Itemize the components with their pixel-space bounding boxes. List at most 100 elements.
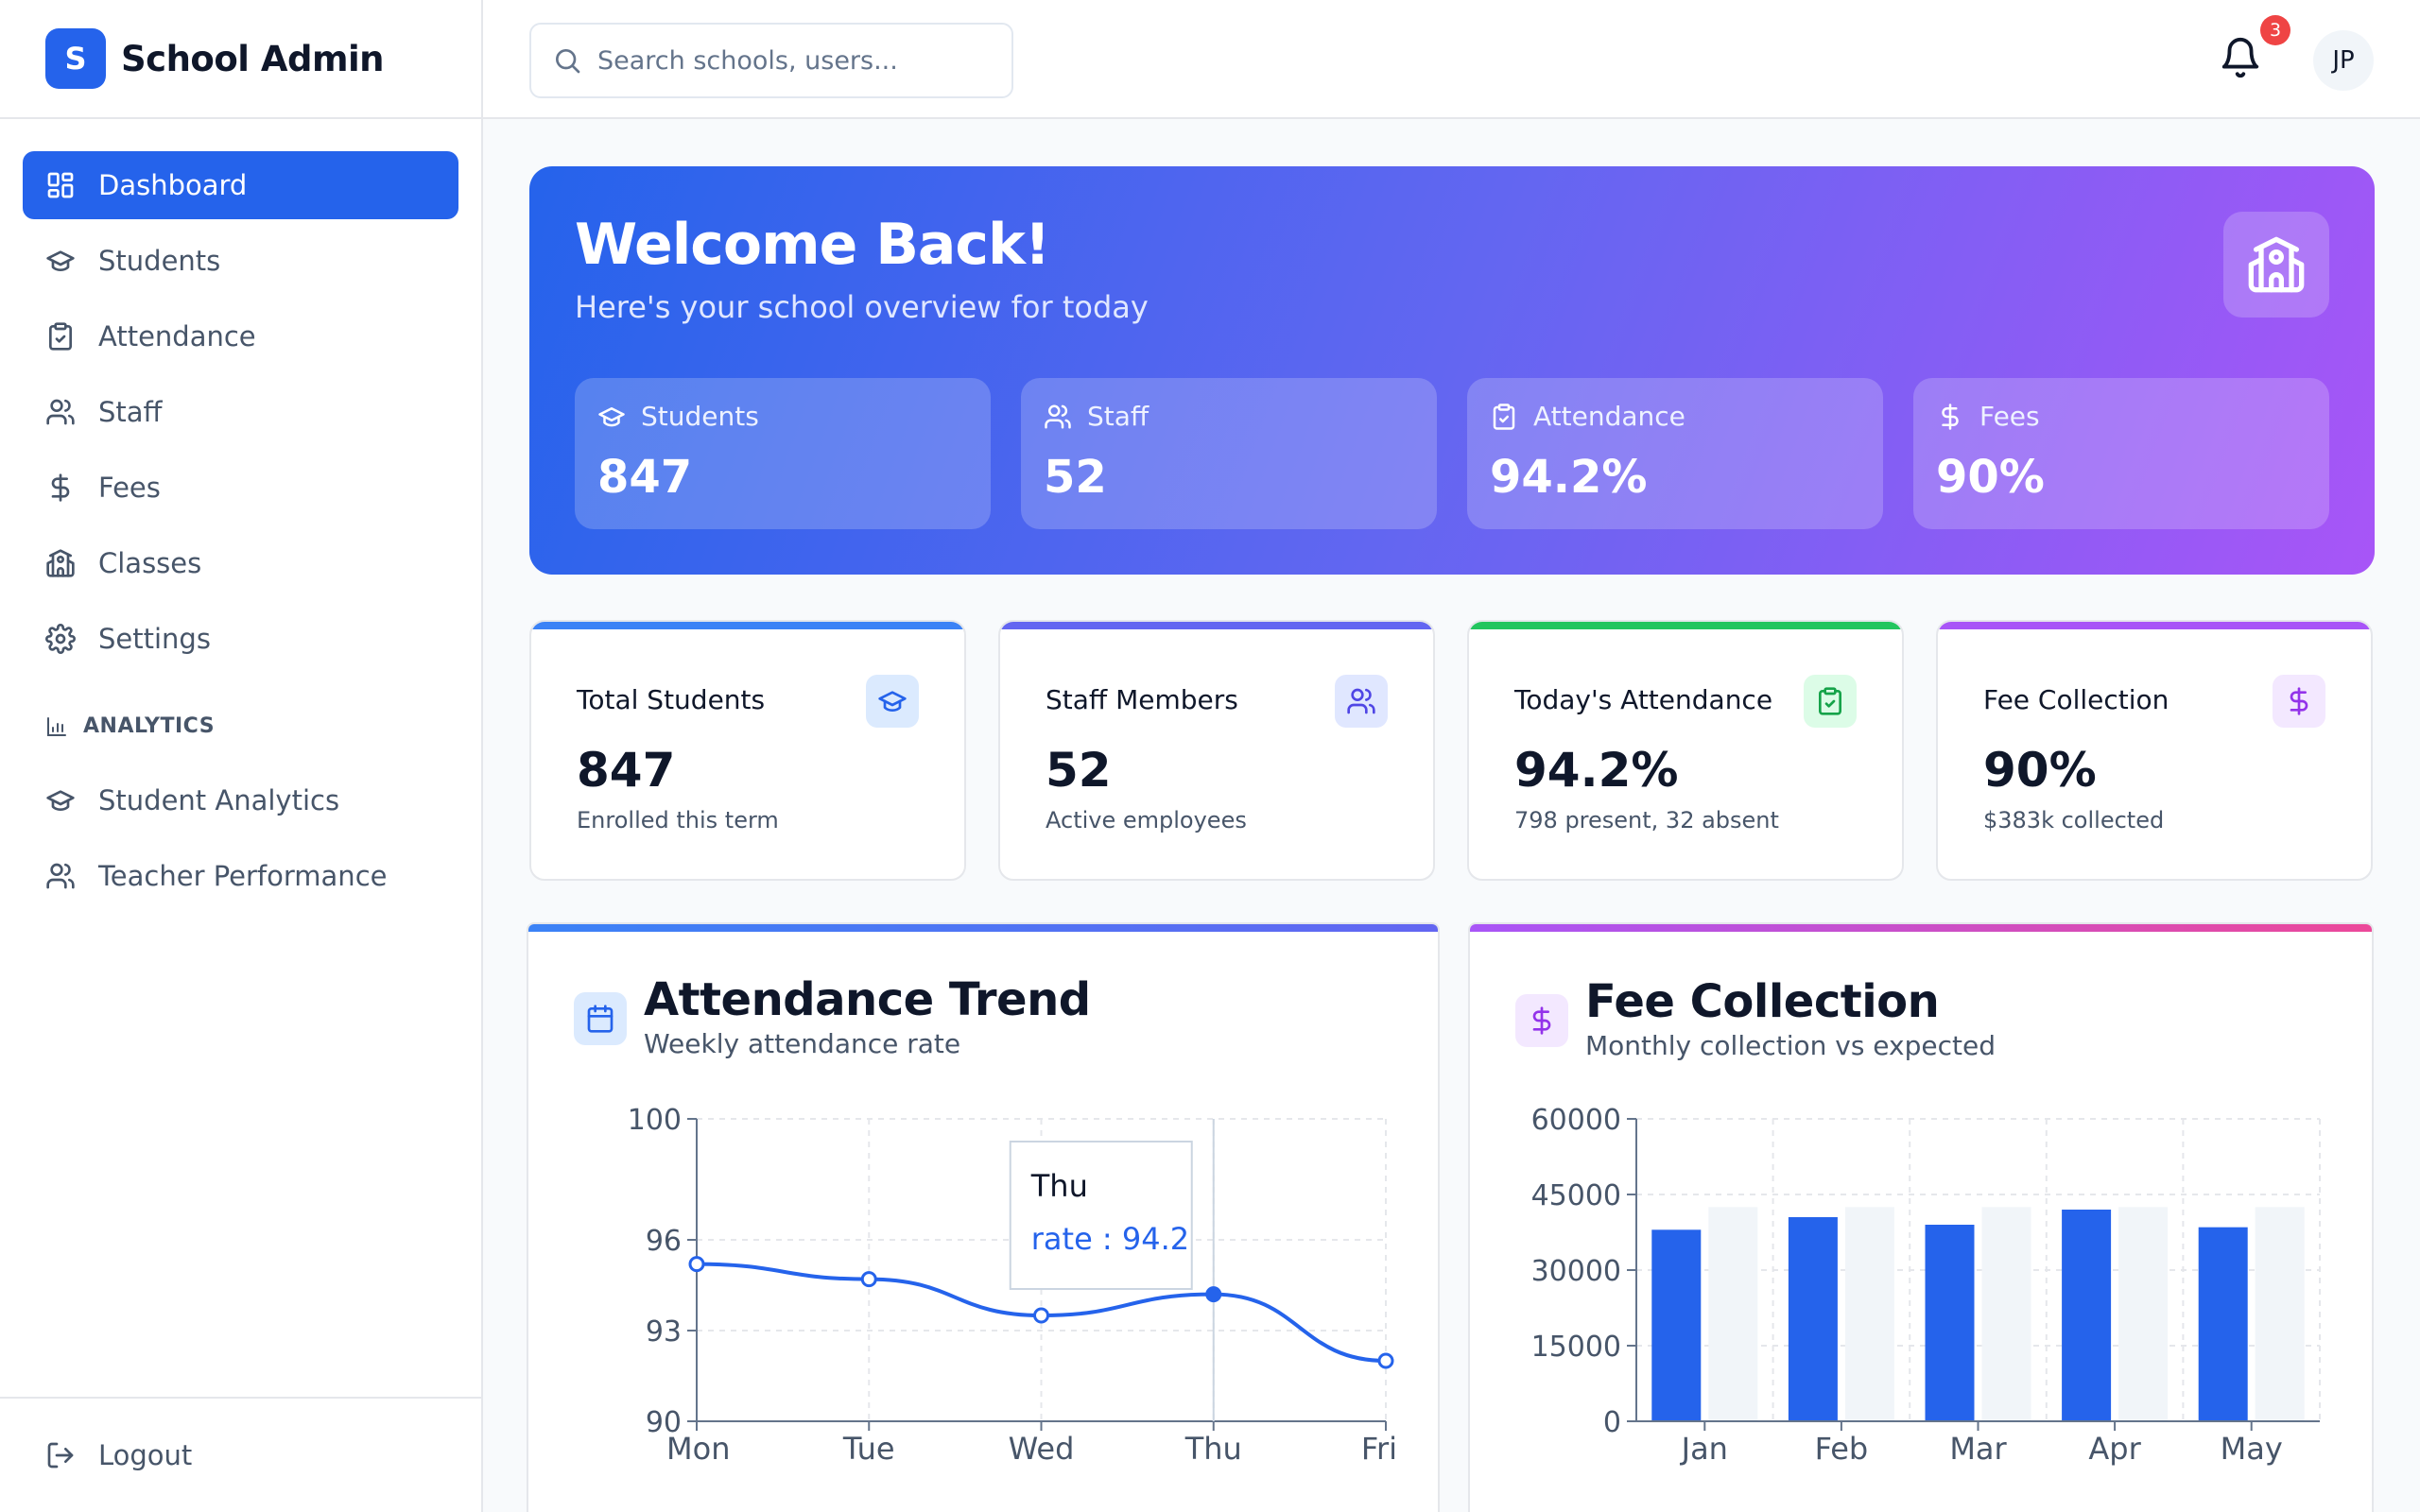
gear-icon [45,624,76,654]
bar [2062,1210,2112,1421]
hero-stats: Students 847 Staff 52 Attendance 94.2% F… [575,378,2329,529]
x-tick-label: Feb [1815,1431,1869,1467]
bar-chart-icon [45,715,68,738]
school-icon [2246,234,2307,295]
data-point [860,1271,877,1288]
bar [2198,1227,2248,1421]
analytics-section-heading: ANALYTICS [23,714,458,738]
graduation-cap-icon [45,785,76,816]
users-icon [1346,686,1376,716]
y-tick-label: 100 [628,1104,682,1137]
logout-icon [45,1440,76,1470]
bar [2118,1207,2169,1421]
hero-stat-fees: Fees 90% [1913,378,2329,529]
sidebar-item-student-analytics[interactable]: Student Analytics [23,766,458,834]
data-point [1033,1307,1049,1324]
x-tick-label: Mon [666,1431,730,1467]
sidebar-item-classes[interactable]: Classes [23,529,458,597]
sidebar-nav: Dashboard Students Attendance Staff Fees… [0,119,481,910]
attendance-line-chart[interactable]: 90 93 96 100 Mon Tue Wed Thu Fri Thu rate : 94.2 [528,924,1440,1512]
hero-stat-label: Staff [1087,401,1150,432]
x-tick-label: Jan [1680,1431,1728,1467]
bar [2255,1207,2305,1421]
data-point [688,1256,705,1273]
panel-title: Fee Collection [1585,975,1940,1028]
card-subtitle: Active employees [1046,807,1247,833]
graduation-cap-icon [877,686,908,716]
avatar[interactable]: JP [2313,30,2374,91]
section-heading-label: ANALYTICS [83,714,216,738]
hero-stat-attendance: Attendance 94.2% [1467,378,1883,529]
clipboard-check-icon [1490,403,1518,431]
stat-card-todays-attendance: Today's Attendance 94.2% 798 present, 32… [1467,620,1904,881]
bar [1844,1207,1894,1421]
sidebar-item-students[interactable]: Students [23,227,458,295]
hero-stat-staff: Staff 52 [1021,378,1437,529]
welcome-subtitle: Here's your school overview for today [575,289,1149,325]
clipboard-check-icon [1815,686,1845,716]
brand[interactable]: S School Admin [0,0,481,119]
tooltip-category: Thu [1030,1168,1088,1204]
dollar-icon-box [1515,994,1568,1047]
card-title: Total Students [577,684,766,715]
attendance-trend-panel: Attendance Trend Weekly attendance rate … [527,922,1440,1512]
card-subtitle: 798 present, 32 absent [1514,807,1779,833]
panel-title: Attendance Trend [644,973,1091,1026]
hero-stat-label: Fees [1979,401,2040,432]
dollar-icon [2284,686,2314,716]
bar [1788,1217,1838,1421]
y-tick-label: 15000 [1531,1331,1621,1364]
panel-subtitle: Monthly collection vs expected [1585,1030,1996,1061]
school-icon-box [2223,212,2329,318]
y-tick-label: 45000 [1531,1179,1621,1212]
search-input[interactable] [597,45,994,76]
logout-button[interactable]: Logout [23,1421,458,1489]
sidebar-item-label: Fees [98,472,161,504]
sidebar-item-staff[interactable]: Staff [23,378,458,446]
card-value: 52 [1046,743,1112,798]
search-box[interactable] [529,23,1013,98]
data-point [1377,1352,1394,1369]
sidebar-item-dashboard[interactable]: Dashboard [23,151,458,219]
x-tick-label: Wed [1009,1431,1075,1467]
graduation-cap-icon [45,246,76,276]
y-tick-label: 60000 [1531,1104,1621,1137]
stat-card-total-students: Total Students 847 Enrolled this term [529,620,966,881]
stat-card-fee-collection: Fee Collection 90% $383k collected [1936,620,2373,881]
sidebar-item-settings[interactable]: Settings [23,605,458,673]
fee-collection-panel: Fee Collection Monthly collection vs exp… [1468,922,2374,1512]
sidebar-item-attendance[interactable]: Attendance [23,302,458,370]
users-icon [45,397,76,427]
hero-stat-value: 847 [597,451,693,504]
card-icon-box [2273,675,2325,728]
x-tick-label: Thu [1184,1431,1242,1467]
y-tick-label: 30000 [1531,1255,1621,1288]
card-title: Today's Attendance [1514,684,1773,715]
top-header: 3 JP [483,0,2420,119]
y-tick-label: 90 [646,1406,682,1439]
card-icon-box [866,675,919,728]
card-value: 847 [577,743,676,798]
x-tick-label: Tue [842,1431,895,1467]
clipboard-check-icon [45,321,76,352]
hero-stat-students: Students 847 [575,378,991,529]
hero-stat-value: 52 [1044,451,1107,504]
sidebar-item-label: Settings [98,623,211,655]
dashboard-icon [45,170,76,200]
card-subtitle: $383k collected [1983,807,2165,833]
brand-logo: S [45,28,106,89]
sidebar-item-label: Staff [98,396,163,428]
panel-subtitle: Weekly attendance rate [644,1028,961,1059]
sidebar-item-label: Attendance [98,320,256,352]
bell-icon[interactable] [2219,36,2262,79]
fee-bar-chart[interactable]: Jan Feb Mar Apr May 0 15000 30000 45000 60000 [1470,924,2374,1512]
graduation-cap-icon [597,403,626,431]
sidebar-item-label: Dashboard [98,169,248,201]
sidebar-item-fees[interactable]: Fees [23,454,458,522]
users-icon [45,861,76,891]
card-icon-box [1804,675,1857,728]
welcome-title: Welcome Back! [575,212,1050,278]
brand-name: School Admin [121,38,385,79]
data-point [1205,1286,1222,1303]
sidebar-item-teacher-performance[interactable]: Teacher Performance [23,842,458,910]
